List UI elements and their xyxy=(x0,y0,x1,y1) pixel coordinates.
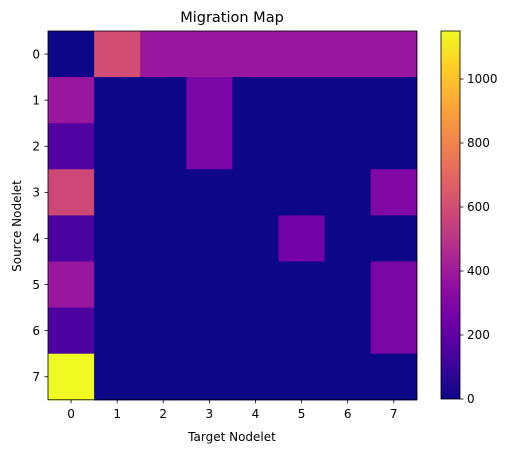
x-tick-label: 5 xyxy=(298,407,306,421)
heatmap-cell xyxy=(94,123,141,170)
heatmap-cell xyxy=(140,261,187,309)
colorbar-tick-label: 400 xyxy=(467,264,490,278)
heatmap-cell xyxy=(186,77,233,124)
heatmap-cell xyxy=(278,77,326,124)
y-axis-ticks: 0 1 2 3 4 5 6 7 xyxy=(32,47,48,384)
heatmap-cell xyxy=(232,169,280,216)
heatmap-cell xyxy=(186,353,233,401)
heatmap-cell xyxy=(278,261,326,309)
heatmap-cell xyxy=(48,261,95,309)
heatmap-cell xyxy=(140,77,187,124)
heatmap-cell xyxy=(370,307,418,355)
heatmap-cell xyxy=(232,261,280,309)
heatmap-cell xyxy=(370,353,418,401)
heatmap-cell xyxy=(140,353,187,401)
y-tick-label: 1 xyxy=(32,93,40,107)
colorbar-tick-label: 800 xyxy=(467,136,490,150)
heatmap-cell xyxy=(278,215,326,263)
heatmap-cell xyxy=(324,215,372,263)
heatmap-cell xyxy=(48,31,95,78)
heatmap-cell xyxy=(186,261,233,309)
heatmap-cell xyxy=(232,31,280,78)
y-tick-label: 3 xyxy=(32,186,40,200)
y-axis-label: Source Nodelet xyxy=(10,180,24,272)
y-tick-label: 7 xyxy=(32,370,40,384)
heatmap-cell xyxy=(278,123,326,170)
heatmap-cell xyxy=(140,31,187,78)
colorbar-frame xyxy=(440,30,461,400)
heatmap-cell xyxy=(48,77,95,124)
heatmap-cell xyxy=(186,31,233,78)
heatmap-cell xyxy=(278,31,326,78)
x-tick-label: 1 xyxy=(113,407,121,421)
heatmap-cell xyxy=(232,77,280,124)
heatmap-cell xyxy=(186,307,233,355)
heatmap-cell xyxy=(324,307,372,355)
heatmap-cell xyxy=(94,77,141,124)
colorbar-tick-label: 200 xyxy=(467,328,490,342)
y-tick-label: 4 xyxy=(32,232,40,246)
heatmap-cell xyxy=(278,353,326,401)
x-axis-ticks: 0 1 2 3 4 5 6 7 xyxy=(67,399,398,421)
x-tick-label: 4 xyxy=(252,407,260,421)
y-tick-label: 5 xyxy=(32,278,40,292)
plot-frame xyxy=(47,30,418,401)
heatmap-cell xyxy=(370,123,418,170)
heatmap-cell xyxy=(48,307,95,355)
x-tick-label: 0 xyxy=(67,407,75,421)
heatmap-cell xyxy=(94,261,141,309)
colorbar-tick-label: 1000 xyxy=(467,72,498,86)
heatmap-cell xyxy=(186,215,233,263)
heatmap-cell xyxy=(186,169,233,216)
x-tick-label: 3 xyxy=(206,407,214,421)
heatmap-cell xyxy=(324,169,372,216)
heatmap-cell xyxy=(94,31,141,78)
colorbar xyxy=(441,31,460,399)
heatmap-cell xyxy=(370,215,418,263)
heatmap-cell xyxy=(232,307,280,355)
colorbar-tick-label: 0 xyxy=(467,392,475,406)
heatmap-cell xyxy=(140,307,187,355)
y-tick-label: 2 xyxy=(32,139,40,153)
heatmap-cell xyxy=(94,353,141,401)
heatmap-cell xyxy=(324,261,372,309)
heatmap-cell xyxy=(232,353,280,401)
heatmap-cell xyxy=(94,307,141,355)
colorbar-tick-label: 600 xyxy=(467,200,490,214)
heatmap-cell xyxy=(140,215,187,263)
heatmap-cell xyxy=(278,307,326,355)
chart-title: Migration Map xyxy=(180,10,284,26)
x-tick-label: 7 xyxy=(390,407,398,421)
heatmap-cells xyxy=(48,31,418,401)
x-tick-label: 6 xyxy=(344,407,352,421)
heatmap-cell xyxy=(48,169,95,216)
heatmap-cell xyxy=(324,353,372,401)
heatmap-cell xyxy=(48,123,95,170)
heatmap-cell xyxy=(370,261,418,309)
heatmap-cell xyxy=(186,123,233,170)
heatmap-cell xyxy=(140,123,187,170)
heatmap-cell xyxy=(232,123,280,170)
heatmap-cell xyxy=(232,215,280,263)
x-axis-label: Target Nodelet xyxy=(187,430,276,444)
heatmap-cell xyxy=(324,77,372,124)
heatmap-cell xyxy=(48,353,95,401)
heatmap-cell xyxy=(278,169,326,216)
heatmap-cell xyxy=(324,31,372,78)
heatmap-cell xyxy=(370,77,418,124)
heatmap-cell xyxy=(140,169,187,216)
y-tick-label: 6 xyxy=(32,324,40,338)
heatmap-cell xyxy=(94,215,141,263)
heatmap-cell xyxy=(370,169,418,216)
heatmap-cell xyxy=(370,31,418,78)
heatmap-cell xyxy=(324,123,372,170)
colorbar-ticks: 0 200 400 600 800 1000 xyxy=(460,72,498,406)
x-tick-label: 2 xyxy=(159,407,167,421)
heatmap-cell xyxy=(94,169,141,216)
heatmap-cell xyxy=(48,215,95,263)
y-tick-label: 0 xyxy=(32,47,40,61)
